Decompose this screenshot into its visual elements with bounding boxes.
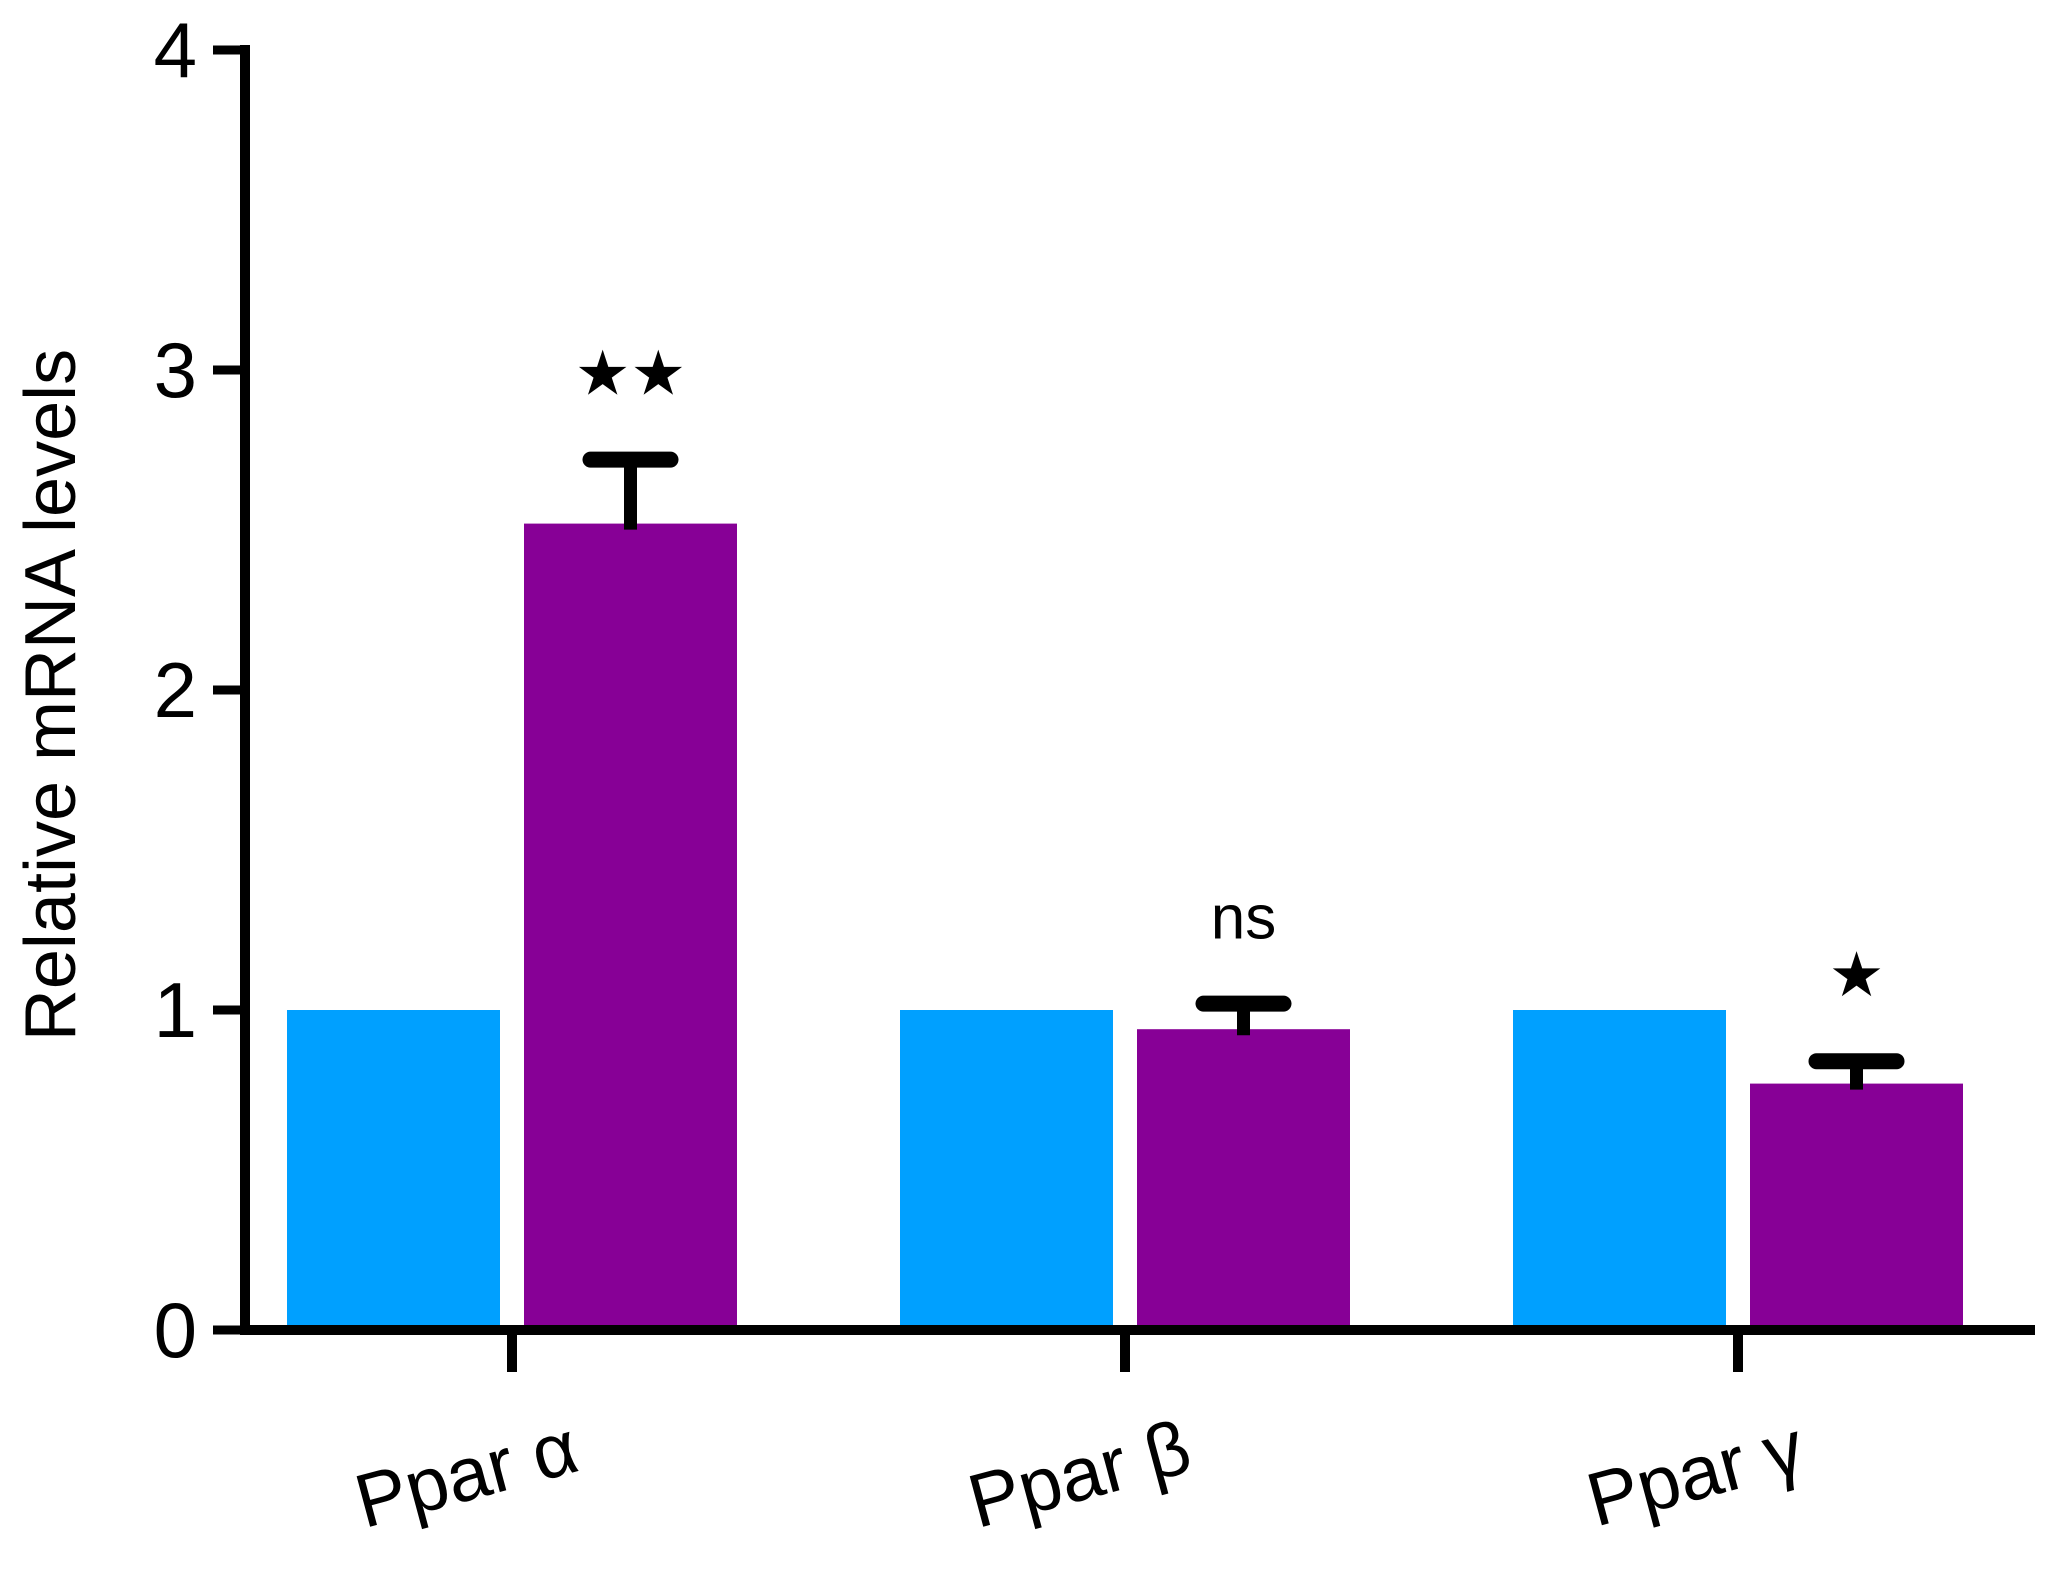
bar-1-2 (900, 1010, 1113, 1330)
y-axis-title: Relative mRNA levels (11, 349, 91, 1041)
bar-2-3 (1750, 1083, 1963, 1330)
bar-2-1 (524, 523, 737, 1330)
significance-label-3: ★ (1829, 941, 1885, 1010)
significance-label-2: ns (1211, 884, 1276, 953)
y-tick-label-3: 2 (154, 646, 197, 734)
error-bars-layer (582, 451, 1905, 1090)
y-tick-label-2: 1 (154, 966, 197, 1054)
x-tick-label-2: Ppar β (960, 1404, 1200, 1544)
y-tick-label-4: 3 (154, 326, 197, 414)
y-tick-label-5: 4 (154, 6, 197, 94)
bar-2-2 (1137, 1029, 1350, 1330)
axes-layer (213, 45, 2035, 1372)
bar-1-3 (1513, 1010, 1726, 1330)
x-tick-label-3: Ppar γ (1578, 1404, 1812, 1543)
x-tick-label-1: Ppar α (346, 1404, 586, 1544)
significance-label-1: ★★ (575, 340, 686, 409)
bar-1-1 (287, 1010, 500, 1330)
y-tick-label-1: 0 (154, 1286, 197, 1374)
bars-layer (287, 523, 1963, 1330)
